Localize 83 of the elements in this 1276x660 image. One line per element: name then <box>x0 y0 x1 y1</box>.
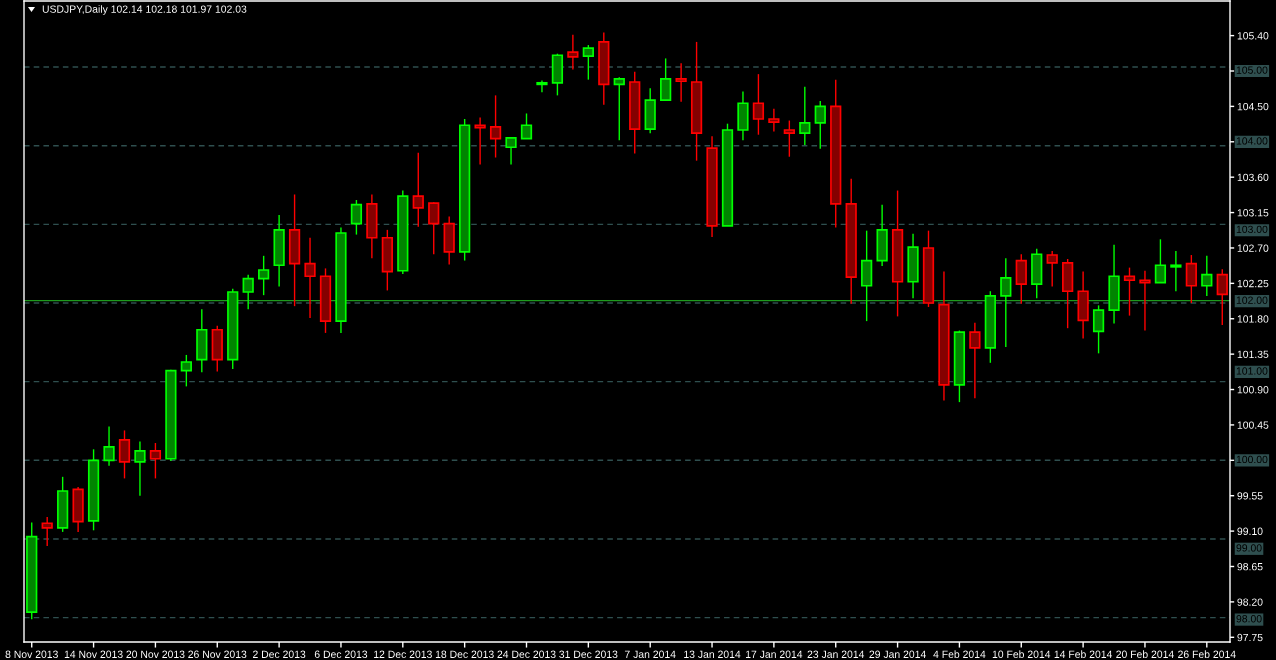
x-tick-label: 23 Jan 2014 <box>807 650 865 658</box>
candlestick <box>1092 304 1105 355</box>
candlestick <box>814 100 826 150</box>
y-tick-label: 98.20 <box>1237 598 1263 606</box>
y-tick-label: 97.75 <box>1237 633 1263 642</box>
candlestick <box>783 119 795 158</box>
candlestick <box>134 440 146 497</box>
x-tick-label: 14 Feb 2014 <box>1054 650 1113 658</box>
x-tick-label: 10 Feb 2014 <box>992 650 1051 658</box>
y-tick-label: 99.55 <box>1237 492 1263 500</box>
y-tick-label: 99.10 <box>1237 527 1263 535</box>
candlestick <box>1015 253 1027 305</box>
candlestick <box>505 136 517 166</box>
x-tick-label: 20 Feb 2014 <box>1116 650 1174 658</box>
candlestick <box>258 255 270 296</box>
candlestick <box>582 44 594 81</box>
y-tick-label: 98.65 <box>1237 563 1263 571</box>
x-tick-label: 29 Jan 2014 <box>869 650 926 658</box>
x-tick-label: 24 Dec 2013 <box>497 650 556 658</box>
candlestick <box>1170 250 1182 292</box>
x-tick-label: 14 Nov 2013 <box>64 650 123 658</box>
x-tick-label: 17 Jan 2014 <box>746 650 803 658</box>
x-tick-label: 2 Dec 2013 <box>253 650 306 658</box>
candlestick <box>675 62 687 103</box>
ref-line-label: 99.00 <box>1236 544 1262 552</box>
x-tick-label: 31 Dec 2013 <box>559 650 618 658</box>
y-tick-label: 102.25 <box>1237 279 1269 288</box>
candlestick <box>149 442 162 480</box>
candlestick <box>1123 266 1136 317</box>
y-tick-label: 100.90 <box>1237 386 1269 394</box>
candlestick <box>1154 238 1167 284</box>
candlestick <box>520 112 533 140</box>
candlestick <box>41 516 53 547</box>
candlestick <box>118 429 131 480</box>
y-tick-label: 101.80 <box>1237 315 1269 323</box>
ref-line-label: 104.00 <box>1236 137 1268 145</box>
ref-line-label: 98.00 <box>1236 615 1262 623</box>
candlestick <box>103 425 115 467</box>
x-tick-label: 18 Dec 2013 <box>435 650 494 658</box>
y-tick-label: 102.70 <box>1237 244 1269 252</box>
x-tick-label: 12 Dec 2013 <box>374 650 432 658</box>
candlestick <box>489 94 502 159</box>
x-tick-label: 7 Jan 2014 <box>624 650 676 658</box>
candlestick <box>474 116 486 166</box>
y-tick-label: 104.50 <box>1237 102 1269 111</box>
candlestick <box>428 201 440 255</box>
candlestick <box>412 152 424 228</box>
y-tick-label: 103.60 <box>1237 173 1269 182</box>
ref-line-label: 102.00 <box>1236 296 1268 304</box>
ref-line-label: 100.00 <box>1236 455 1268 464</box>
x-tick-label: 6 Dec 2013 <box>314 650 368 658</box>
chart-title: USDJPY,Daily 102.14 102.18 101.97 102.03 <box>42 5 247 15</box>
y-tick-label: 103.15 <box>1237 209 1269 217</box>
candlestick <box>536 79 548 93</box>
candlestick <box>660 57 672 101</box>
x-tick-label: 8 Nov 2013 <box>5 650 58 658</box>
candlestick <box>752 73 765 136</box>
ref-line-label: 103.00 <box>1236 225 1268 234</box>
candlestick <box>1046 250 1058 288</box>
y-tick-label: 105.40 <box>1237 32 1269 40</box>
candlestick <box>567 34 579 71</box>
candlestick <box>180 354 192 388</box>
y-tick-label: 101.35 <box>1237 350 1269 359</box>
candlestick <box>768 108 780 133</box>
candlestick <box>1216 268 1228 326</box>
y-tick-label: 100.45 <box>1237 421 1269 429</box>
candlestick <box>969 321 981 399</box>
ref-line-label: 101.00 <box>1236 367 1268 375</box>
candlestick <box>1201 255 1213 297</box>
candlestick <box>799 86 811 146</box>
x-tick-label: 4 Feb 2014 <box>933 650 986 658</box>
x-tick-label: 13 Jan 2014 <box>684 650 741 658</box>
candlestick <box>304 237 316 319</box>
candlestick <box>1139 270 1151 332</box>
candlestick <box>613 76 625 141</box>
ref-line-label: 105.00 <box>1236 66 1268 74</box>
candlestick <box>1000 257 1012 348</box>
candlestick <box>1185 254 1197 304</box>
x-tick-label: 20 Nov 2013 <box>126 650 185 658</box>
x-tick-label: 26 Nov 2013 <box>188 650 247 658</box>
candlestick <box>242 274 254 311</box>
x-tick-label: 26 Feb 2014 <box>1178 650 1236 658</box>
candlestick <box>350 199 363 236</box>
